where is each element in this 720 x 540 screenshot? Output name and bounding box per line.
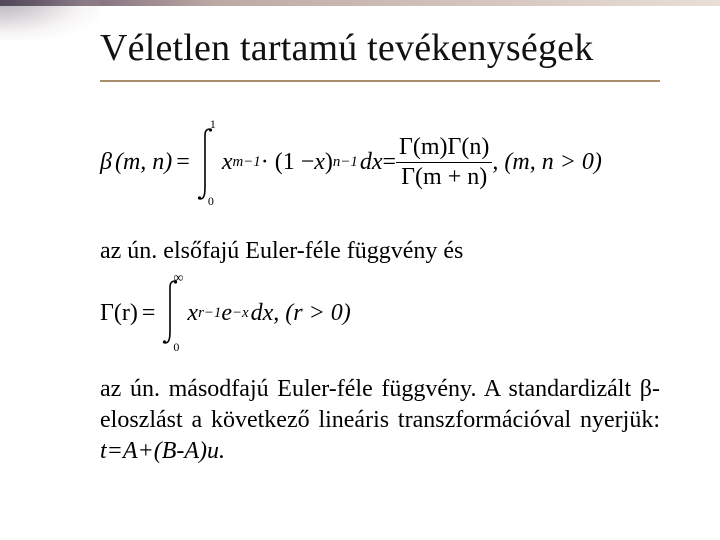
int-upper: 1 — [210, 117, 216, 132]
title-underline — [100, 80, 660, 82]
formula-linear: t=A+(B-A)u. — [100, 438, 225, 464]
text2-span: az ún. másodfajú Euler-féle függvény. A … — [100, 376, 660, 433]
eq-sign-3: = — [142, 300, 156, 327]
integral-icon: ∞ 0 — [159, 277, 187, 349]
dx1: dx — [360, 149, 383, 176]
exp2: n−1 — [333, 154, 358, 171]
beta-cond: , (m, n > 0) — [492, 149, 602, 176]
mid-dot: · (1 − — [261, 149, 315, 176]
x2: x — [314, 149, 325, 176]
beta-symbol: β — [100, 149, 112, 176]
x3: x — [187, 300, 198, 327]
close-paren: ) — [325, 149, 333, 176]
exp3: r−1 — [198, 305, 221, 322]
frac-num-a: Γ(m) — [399, 134, 448, 160]
gamma-lhs: Γ(r) — [100, 300, 138, 327]
formula-beta: β (m, n) = 1 0 x m−1 · (1 − x ) n−1 dx =… — [100, 118, 660, 208]
exp4: −x — [232, 305, 249, 322]
int-upper-2: ∞ — [173, 271, 183, 287]
text-elsofaju: az ún. elsőfajú Euler-féle függvény és — [100, 236, 660, 267]
top-edge-gradient — [0, 0, 720, 6]
slide-title: Véletlen tartamú tevékenységek — [100, 26, 660, 70]
int-lower: 0 — [208, 194, 214, 209]
e-base: e — [221, 300, 232, 327]
frac-num-b: Γ(n) — [448, 134, 490, 160]
frac-den: Γ(m + n) — [398, 163, 490, 190]
eq-sign: = — [176, 149, 190, 176]
beta-args: (m, n) — [115, 149, 172, 176]
int-lower-2: 0 — [173, 340, 179, 355]
gamma-cond: , (r > 0) — [273, 300, 351, 327]
formula-gamma: Γ(r) = ∞ 0 x r−1 e −x dx , (r > 0) — [100, 274, 660, 352]
slide-content: Véletlen tartamú tevékenységek β (m, n) … — [0, 8, 720, 540]
x1: x — [222, 149, 233, 176]
text-masodfaju: az ún. másodfajú Euler-féle függvény. A … — [100, 374, 660, 466]
exp1: m−1 — [232, 154, 260, 171]
dx2: dx — [251, 300, 274, 327]
gamma-fraction: Γ(m)Γ(n) Γ(m + n) — [396, 135, 492, 190]
integral-icon: 1 0 — [194, 121, 222, 205]
eq-sign-2: = — [382, 149, 396, 176]
